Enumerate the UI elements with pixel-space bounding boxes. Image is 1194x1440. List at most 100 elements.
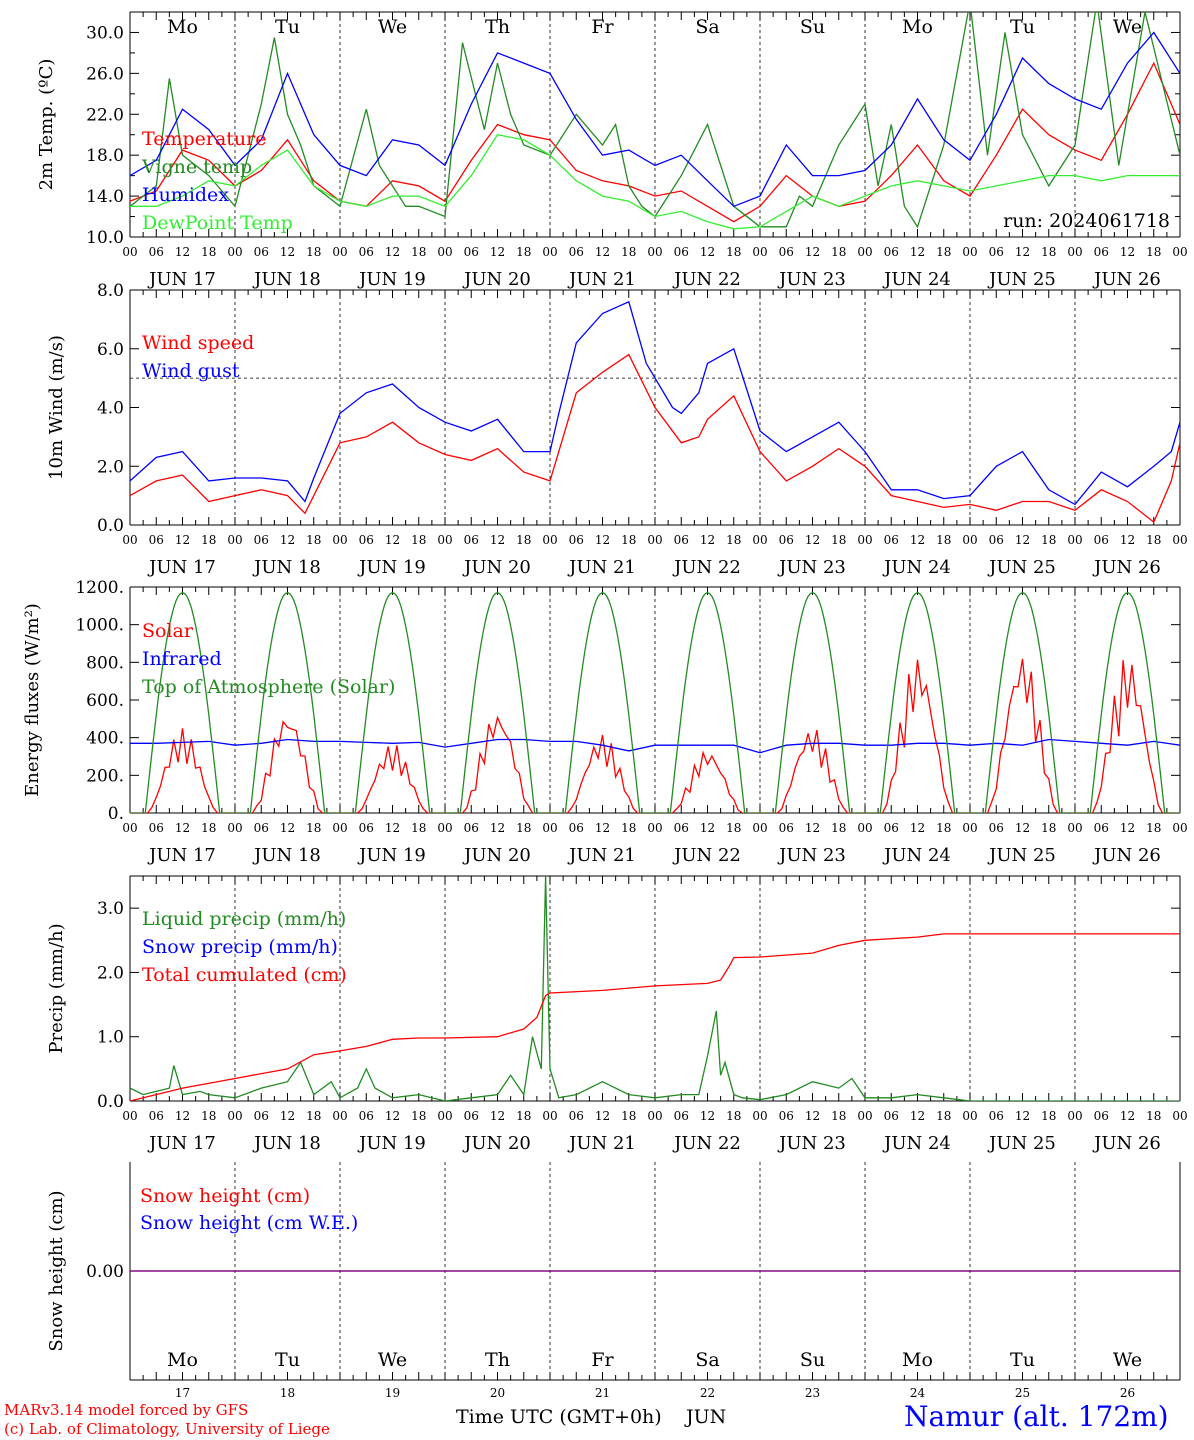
date-label: JUN 24 [882,845,951,866]
hour-tick-label: 00 [1067,245,1082,259]
legend-entry: DewPoint Temp [142,212,293,234]
series-line [130,300,1180,506]
hour-tick-label: 12 [175,1109,190,1123]
date-label: JUN 22 [672,1133,741,1154]
date-label: JUN 17 [147,1133,216,1154]
series-line [130,876,1180,1101]
hour-tick-label: 00 [647,821,662,835]
hour-tick-label: 12 [805,245,820,259]
date-label: JUN 21 [567,1133,636,1154]
hour-tick-label: 18 [306,533,321,547]
legend-entry: Vigne temp [141,156,252,178]
hour-tick-label: 06 [1094,1109,1109,1123]
date-label: JUN 19 [357,269,426,290]
weekday-label-bottom: Mo [167,1349,198,1371]
hour-tick-label: 00 [962,821,977,835]
y-tick-label: 4.0 [97,399,124,419]
y-tick-label: 6.0 [97,340,124,360]
hour-tick-label: 06 [254,821,269,835]
weekday-label-top: We [378,16,407,38]
date-label: JUN 18 [252,557,321,578]
legend-entry: Wind gust [142,360,240,382]
hour-tick-label: 18 [1041,533,1056,547]
hour-tick-label: 12 [910,533,925,547]
hour-tick-label: 06 [569,533,584,547]
hour-tick-label: 18 [621,245,636,259]
hour-tick-label: 18 [1041,1109,1056,1123]
hour-tick-label: 12 [595,1109,610,1123]
hour-tick-label: 06 [884,1109,899,1123]
date-label: JUN 25 [987,1133,1056,1154]
date-label: JUN 25 [987,557,1056,578]
hour-tick-label: 00 [542,821,557,835]
date-label: JUN 20 [462,269,531,290]
hour-tick-label: 06 [884,533,899,547]
hour-tick-label: 12 [700,821,715,835]
hour-tick-label: 00 [857,245,872,259]
hour-tick-label: 12 [805,1109,820,1123]
date-label: JUN 24 [882,1133,951,1154]
hour-tick-label: 12 [385,1109,400,1123]
y-tick-label: 18.0 [86,146,124,166]
hour-tick-label: 00 [437,533,452,547]
hour-tick-label: 06 [674,245,689,259]
hour-tick-label: 00 [437,245,452,259]
hour-tick-label: 06 [674,533,689,547]
hour-tick-label: 06 [149,533,164,547]
date-label: JUN 21 [567,269,636,290]
hour-tick-label: 06 [1094,533,1109,547]
y-tick-label: 30.0 [86,23,124,43]
hour-tick-label: 12 [805,533,820,547]
y-tick-label: 2.0 [97,457,124,477]
y-tick-label: 600. [86,691,124,711]
date-label: JUN 19 [357,845,426,866]
date-label: JUN 26 [1092,557,1161,578]
hour-tick-label: 12 [490,1109,505,1123]
hour-tick-label: 00 [647,533,662,547]
hour-tick-label: 18 [726,1109,741,1123]
hour-tick-label: 06 [149,821,164,835]
hour-tick-label: 12 [1015,1109,1030,1123]
hour-tick-label: 18 [516,245,531,259]
y-tick-label: 22.0 [86,105,124,125]
hour-tick-label: 18 [1041,821,1056,835]
hour-tick-label: 12 [1120,1109,1135,1123]
date-label: JUN 18 [252,269,321,290]
month-label: JUN [686,1406,727,1428]
date-label: JUN 24 [882,557,951,578]
hour-tick-label: 06 [1094,245,1109,259]
hour-tick-label: 06 [779,821,794,835]
hour-tick-label: 18 [936,821,951,835]
hour-tick-label: 00 [227,533,242,547]
day-number: 25 [1015,1386,1030,1400]
hour-tick-label: 18 [936,533,951,547]
hour-tick-label: 00 [227,821,242,835]
hour-tick-label: 00 [1172,821,1187,835]
hour-tick-label: 00 [962,1109,977,1123]
hour-tick-label: 18 [1146,821,1161,835]
hour-tick-label: 12 [595,821,610,835]
weekday-label-bottom: We [1113,1349,1142,1371]
hour-tick-label: 12 [1120,245,1135,259]
hour-tick-label: 18 [1146,533,1161,547]
hour-tick-label: 00 [1067,1109,1082,1123]
hour-tick-label: 06 [359,821,374,835]
date-label: JUN 26 [1092,845,1161,866]
date-label: JUN 18 [252,1133,321,1154]
hour-tick-label: 18 [831,821,846,835]
y-tick-label: 3.0 [97,899,124,919]
hour-tick-label: 18 [411,821,426,835]
hour-tick-label: 00 [857,821,872,835]
weekday-label-top: Tu [275,16,300,38]
hour-tick-label: 18 [621,533,636,547]
hour-tick-label: 00 [332,245,347,259]
y-tick-label: 0.00 [86,1262,124,1282]
weekday-label-top: Su [800,16,825,38]
legend-entry: Total cumulated (cm) [142,964,347,986]
hour-tick-label: 00 [647,245,662,259]
hour-tick-label: 18 [936,1109,951,1123]
weekday-label-top: Sa [695,16,719,38]
hour-tick-label: 12 [175,245,190,259]
hour-tick-label: 12 [1015,245,1030,259]
